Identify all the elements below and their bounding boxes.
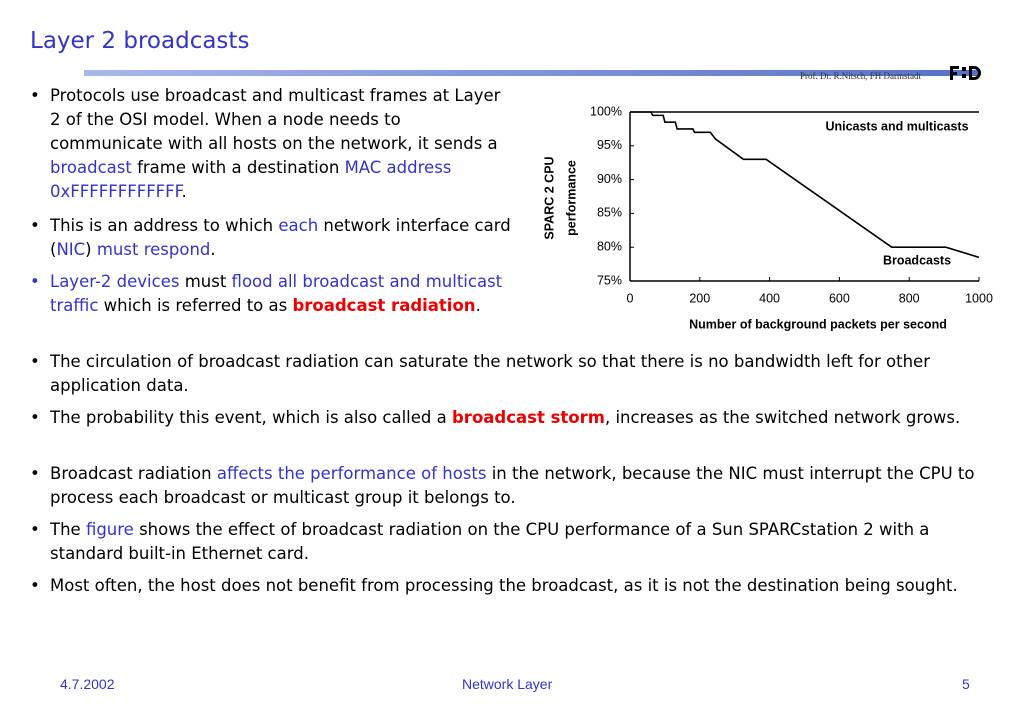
title-bar — [84, 70, 980, 76]
bullet-paragraph: Most often, the host does not benefit fr… — [30, 574, 995, 598]
x-tick-label: 200 — [689, 291, 710, 305]
series-label: Broadcasts — [883, 253, 951, 267]
footer-page: 5 — [962, 676, 970, 692]
text-run: broadcast — [50, 158, 132, 177]
text-run: must respond — [96, 240, 211, 259]
text-run: The circulation of broadcast radiation c… — [50, 352, 930, 395]
y-tick-label: 95% — [597, 138, 622, 152]
y-tick-label: 100% — [590, 104, 622, 118]
y-tick-label: 80% — [597, 239, 622, 253]
text-run: This is an address to which — [50, 216, 279, 235]
x-tick-label: 600 — [829, 291, 850, 305]
y-axis-label: performance — [564, 160, 578, 236]
y-axis-label: SPARC 2 CPU — [542, 156, 556, 239]
x-tick-label: 1000 — [965, 291, 993, 305]
slide-title: Layer 2 broadcasts — [30, 28, 250, 54]
text-run: MAC address 0xFFFFFFFFFFFF — [50, 158, 452, 201]
text-run: which is referred to as — [98, 296, 293, 315]
text-run: frame with a destination — [131, 158, 345, 177]
author: Prof. Dr. R.Nitsch, FH Darmstadt — [800, 71, 921, 81]
text-run: . — [181, 182, 187, 201]
text-run: figure — [85, 520, 134, 539]
bullet-paragraph: This is an address to which each network… — [30, 214, 515, 262]
text-run: . — [475, 296, 481, 315]
bullet-paragraph: Protocols use broadcast and multicast fr… — [30, 84, 515, 204]
text-run: NIC — [56, 240, 86, 259]
x-tick-label: 0 — [627, 291, 634, 305]
logo — [950, 66, 981, 80]
footer-date: 4.7.2002 — [60, 676, 115, 692]
text-run: Most often, the host does not benefit fr… — [50, 576, 958, 595]
bullet-paragraph: The circulation of broadcast radiation c… — [30, 350, 995, 398]
text-run: each — [278, 216, 319, 235]
text-run: The — [50, 520, 86, 539]
bullet-paragraph: The figure shows the effect of broadcast… — [30, 518, 995, 566]
x-axis-label: Number of background packets per second — [689, 317, 947, 331]
y-tick-label: 85% — [597, 206, 622, 220]
y-tick-label: 90% — [597, 172, 622, 186]
text-run: flood all broadcast and multicast traffi… — [50, 272, 503, 315]
text-run: Broadcast radiation — [50, 464, 217, 483]
series-line — [630, 111, 980, 259]
text-run: shows the effect of broadcast radiation … — [50, 520, 930, 563]
bullet-paragraph: The probability this event, which is als… — [30, 406, 995, 430]
text-run: . — [210, 240, 216, 259]
text-run: Layer-2 devices — [50, 272, 180, 291]
text-run: , increases as the switched network grow… — [604, 408, 961, 427]
series-label: Unicasts and multicasts — [825, 119, 968, 133]
x-tick-label: 400 — [759, 291, 780, 305]
text-run: affects the performance of hosts — [216, 464, 487, 483]
footer-section: Network Layer — [462, 676, 553, 692]
text-run: Protocols use broadcast and multicast fr… — [50, 86, 501, 153]
text-run: broadcast radiation — [292, 296, 476, 315]
x-tick-label: 800 — [899, 291, 920, 305]
y-tick-label: 75% — [597, 273, 622, 287]
text-run: must — [179, 272, 232, 291]
text-run: in the network, because the NIC must int… — [50, 464, 975, 507]
text-run: broadcast storm — [452, 408, 605, 427]
text-run: The probability this event, which is als… — [50, 408, 452, 427]
bullet-paragraph: Broadcast radiation affects the performa… — [30, 462, 995, 510]
text-run: network interface card ( — [50, 216, 511, 259]
text-run: ) — [85, 240, 97, 259]
bullet-paragraph: Layer-2 devices must flood all broadcast… — [30, 270, 515, 318]
